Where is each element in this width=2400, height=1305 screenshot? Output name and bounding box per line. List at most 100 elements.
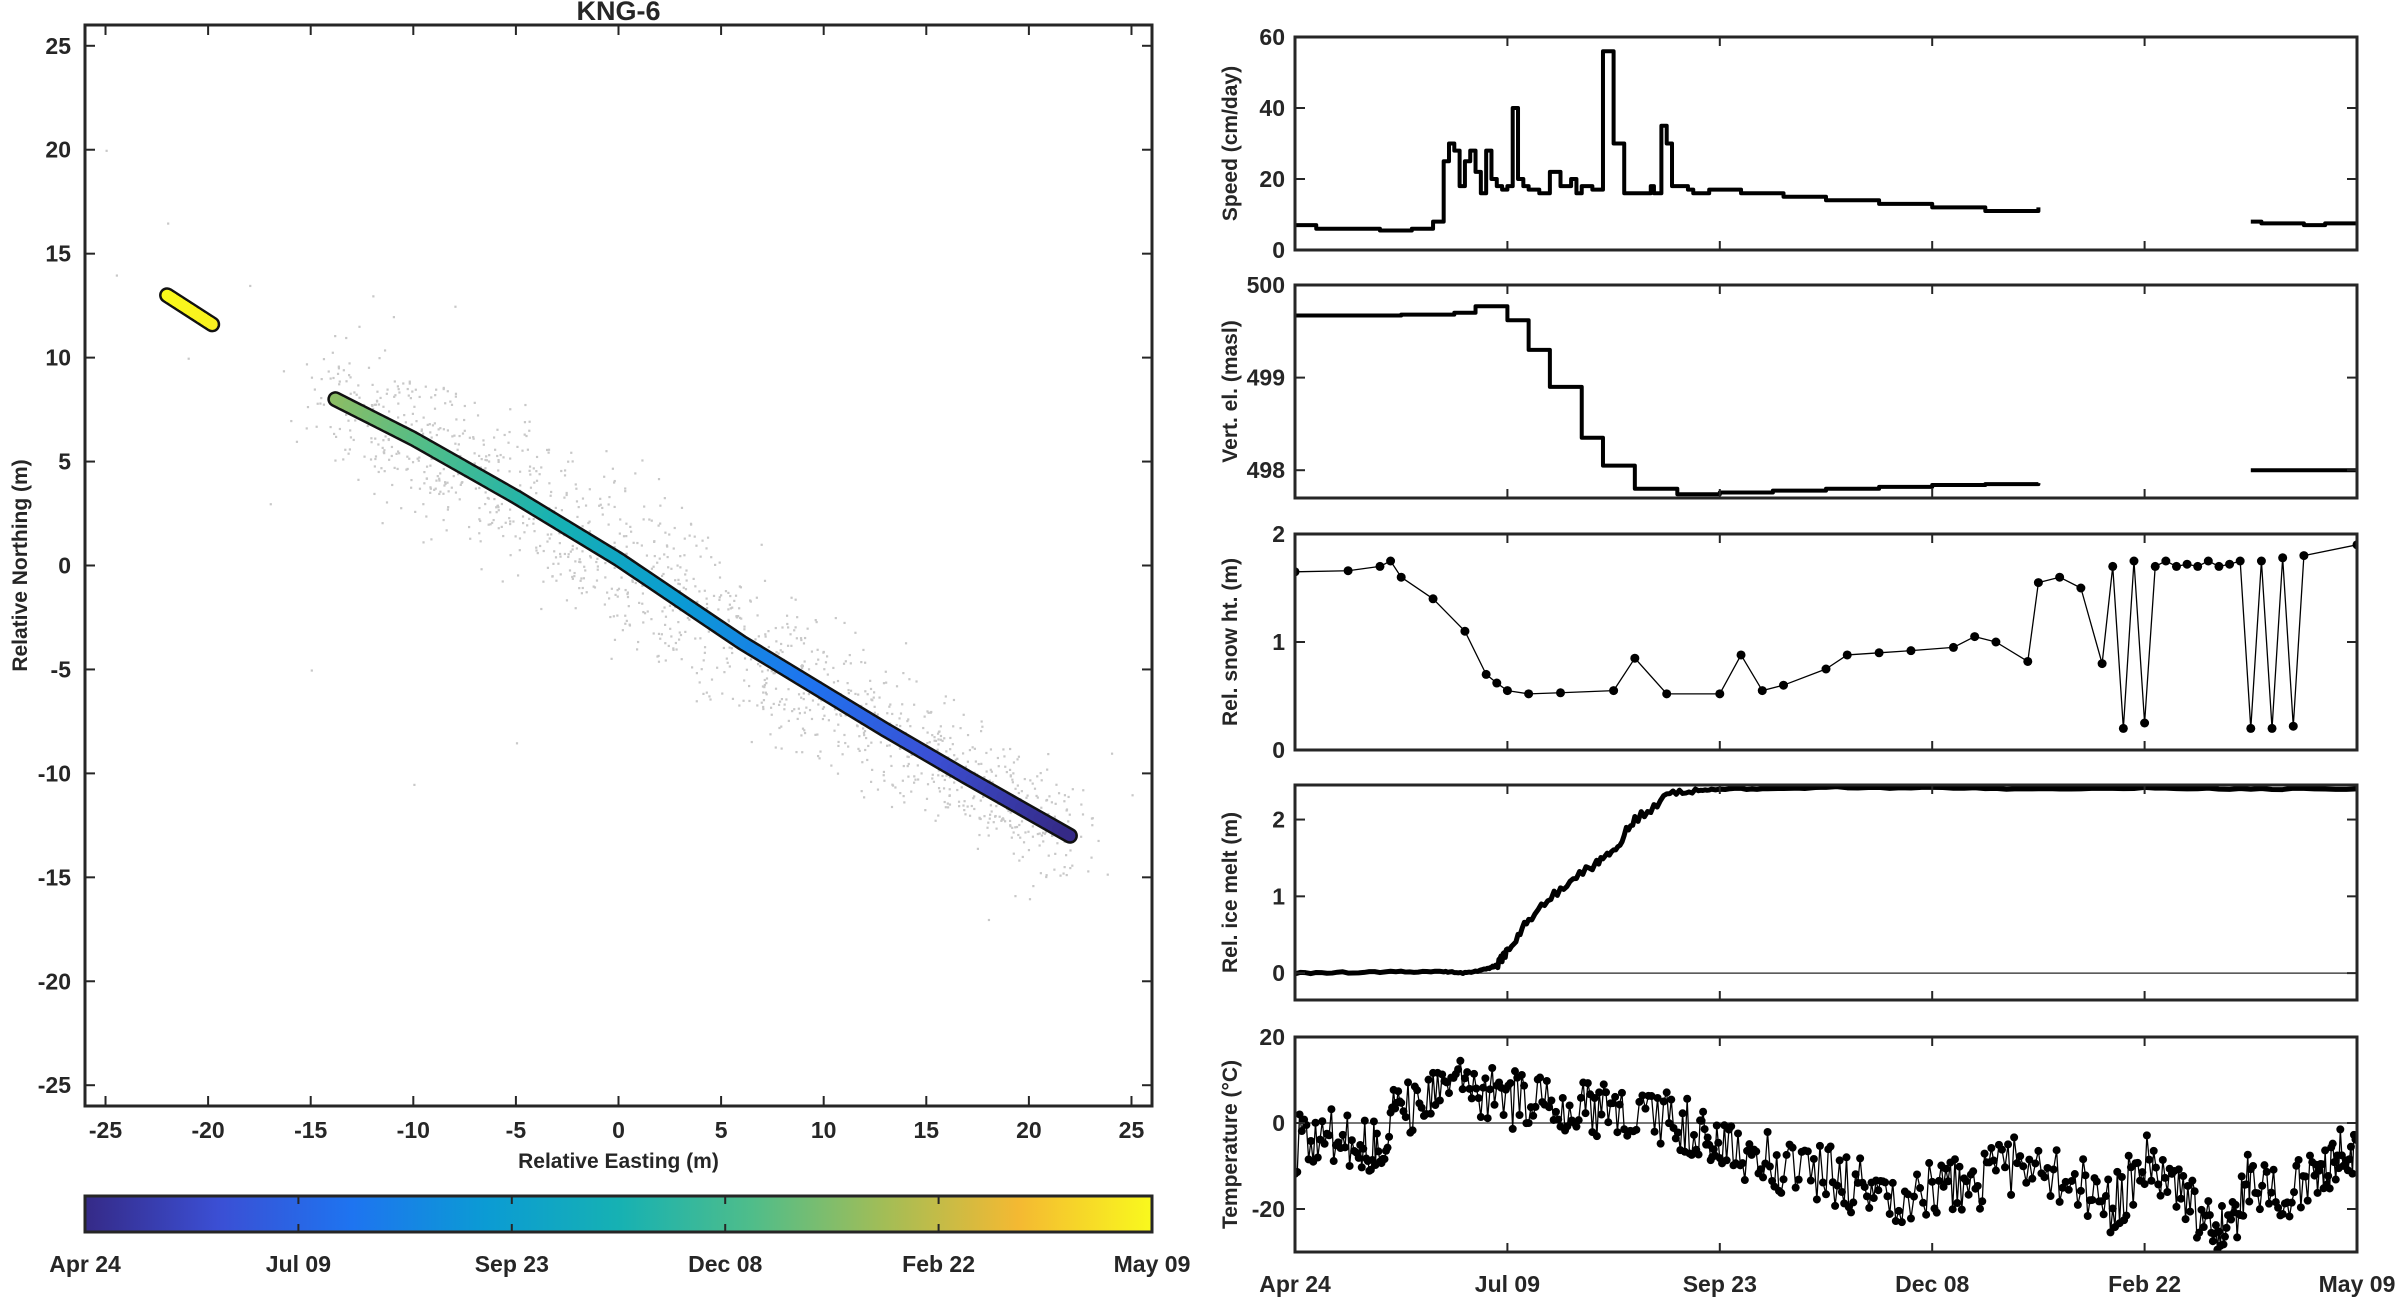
raw-fix-point bbox=[948, 794, 951, 798]
series-line bbox=[1295, 1060, 2357, 1251]
raw-fix-point bbox=[408, 457, 411, 460]
raw-fix-point bbox=[683, 554, 686, 557]
raw-fix-point bbox=[535, 546, 538, 549]
raw-fix-point bbox=[923, 715, 926, 718]
x-tick-label: 10 bbox=[811, 1117, 837, 1143]
raw-fix-point bbox=[995, 827, 998, 830]
data-point bbox=[1856, 1154, 1865, 1163]
raw-fix-point bbox=[546, 448, 549, 452]
raw-fix-point bbox=[684, 630, 687, 634]
data-point bbox=[2142, 1131, 2151, 1140]
raw-fix-point bbox=[643, 612, 647, 615]
data-point bbox=[1928, 1177, 1937, 1186]
raw-fix-point bbox=[167, 222, 170, 225]
data-point bbox=[1712, 1121, 1721, 1130]
raw-fix-point bbox=[535, 549, 538, 552]
raw-fix-point bbox=[982, 795, 985, 799]
data-point bbox=[2061, 1177, 2070, 1186]
raw-fix-point bbox=[575, 500, 579, 503]
raw-fix-point bbox=[388, 458, 391, 461]
raw-fix-point bbox=[676, 564, 679, 567]
raw-fix-point bbox=[528, 420, 531, 423]
data-point bbox=[2001, 1163, 2010, 1172]
raw-fix-point bbox=[461, 481, 464, 484]
raw-fix-point bbox=[860, 790, 863, 793]
raw-fix-point bbox=[610, 657, 613, 660]
raw-fix-point bbox=[712, 594, 716, 598]
raw-fix-point bbox=[387, 438, 390, 441]
data-point bbox=[1752, 1147, 1761, 1156]
raw-fix-point bbox=[1014, 826, 1017, 829]
raw-fix-point bbox=[382, 405, 385, 408]
data-point bbox=[1678, 1109, 1687, 1118]
data-point bbox=[2154, 1180, 2163, 1189]
panel-temperature: Apr 24 Jul 09 Sep 23 Dec 08 Feb 22 May 09-200… bbox=[1219, 1024, 2395, 1297]
data-point bbox=[2025, 1155, 2034, 1164]
raw-fix-point bbox=[1054, 852, 1057, 855]
raw-fix-point bbox=[722, 646, 725, 650]
data-point bbox=[1809, 1154, 1818, 1163]
raw-fix-point bbox=[944, 806, 947, 809]
raw-fix-point bbox=[1045, 799, 1048, 802]
raw-fix-point bbox=[710, 678, 714, 681]
raw-fix-point bbox=[584, 504, 588, 507]
data-point bbox=[1396, 572, 1406, 582]
raw-fix-point bbox=[727, 620, 731, 623]
raw-fix-point bbox=[381, 522, 384, 525]
raw-fix-point bbox=[864, 748, 867, 752]
raw-fix-point bbox=[593, 586, 597, 589]
data-point bbox=[2124, 1151, 2133, 1160]
track-segment bbox=[327, 391, 1078, 844]
raw-fix-point bbox=[876, 788, 880, 791]
raw-fix-point bbox=[694, 585, 697, 588]
data-point bbox=[2299, 551, 2309, 561]
raw-fix-point bbox=[980, 762, 983, 765]
data-point bbox=[1397, 1098, 1406, 1107]
raw-fix-point bbox=[596, 565, 599, 568]
data-point bbox=[1630, 653, 1640, 663]
raw-fix-point bbox=[580, 592, 583, 595]
raw-fix-point bbox=[376, 390, 379, 393]
raw-fix-point bbox=[585, 591, 588, 594]
data-point bbox=[1458, 1085, 1467, 1094]
raw-fix-point bbox=[467, 525, 471, 529]
raw-fix-point bbox=[986, 826, 989, 829]
data-point bbox=[1325, 1131, 1334, 1140]
data-point bbox=[1662, 689, 1672, 699]
data-point bbox=[1883, 1192, 1892, 1201]
raw-fix-point bbox=[738, 704, 741, 707]
raw-fix-point bbox=[450, 403, 454, 406]
track-segment bbox=[159, 287, 221, 333]
raw-fix-point bbox=[488, 460, 491, 463]
data-point bbox=[1380, 1155, 1389, 1164]
raw-fix-point bbox=[860, 660, 863, 664]
raw-fix-point bbox=[418, 395, 421, 399]
data-point bbox=[2348, 1169, 2357, 1178]
data-point bbox=[1763, 1128, 1772, 1137]
raw-fix-point bbox=[837, 744, 840, 748]
raw-fix-point bbox=[495, 506, 498, 509]
colorbar-tick-label: Jul 09 bbox=[266, 1251, 331, 1277]
data-point bbox=[1736, 650, 1746, 660]
raw-fix-point bbox=[484, 458, 487, 462]
x-tick-label: Feb 22 bbox=[2108, 1271, 2181, 1297]
raw-fix-point bbox=[692, 577, 695, 581]
raw-fix-point bbox=[938, 790, 942, 793]
raw-fix-point bbox=[716, 666, 719, 669]
data-point bbox=[1329, 1157, 1338, 1166]
raw-fix-point bbox=[945, 750, 948, 753]
raw-fix-point bbox=[844, 714, 847, 717]
data-point bbox=[1759, 1173, 1768, 1182]
raw-fix-point bbox=[1025, 796, 1028, 799]
data-point bbox=[2064, 1185, 2073, 1194]
raw-fix-point bbox=[528, 469, 531, 472]
raw-fix-point bbox=[660, 633, 663, 636]
raw-fix-point bbox=[373, 465, 376, 468]
raw-fix-point bbox=[522, 521, 525, 525]
raw-fix-point bbox=[1038, 844, 1041, 847]
raw-fix-point bbox=[434, 394, 437, 397]
raw-fix-point bbox=[765, 677, 769, 680]
raw-fix-point bbox=[871, 768, 874, 772]
series-line bbox=[2250, 219, 2357, 228]
data-point bbox=[1969, 1167, 1978, 1176]
